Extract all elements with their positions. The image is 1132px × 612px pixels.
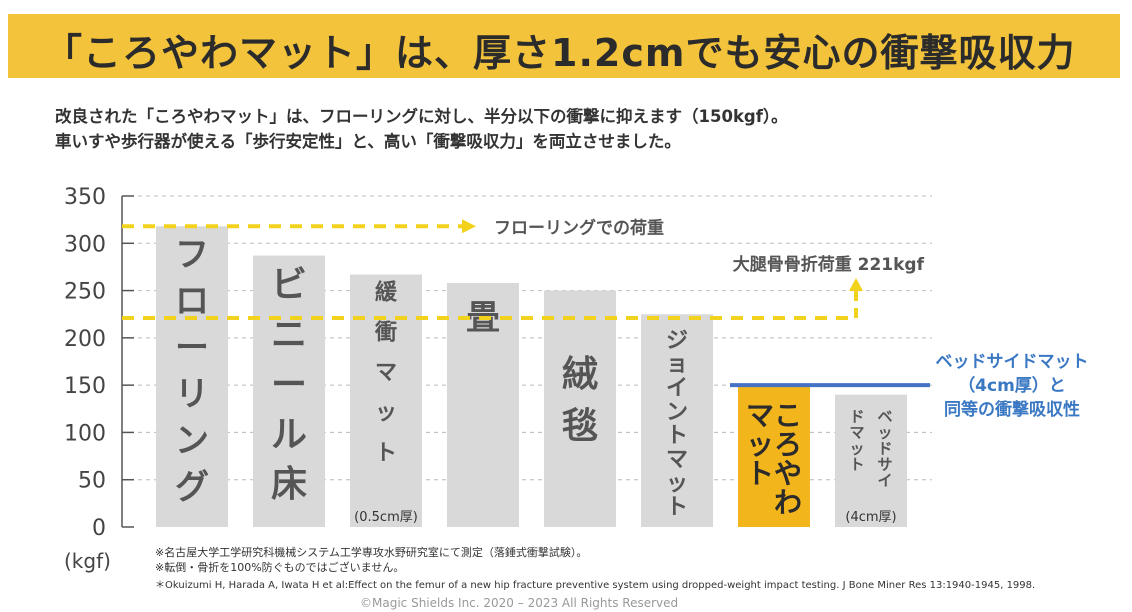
bar (641, 314, 713, 527)
flooring-load-arrow (462, 219, 476, 234)
bar-label-char: 絨 (562, 354, 598, 395)
intro-line-2: 車いすや歩行器が使える「歩行安定性」と、高い「衝撃吸収力」を両立させました。 (55, 132, 681, 151)
bar-label-char: イ (877, 472, 892, 490)
bar (253, 255, 325, 527)
bar-label-char: 床 (271, 464, 307, 505)
bar (447, 283, 519, 527)
bar-label-char: ン (175, 421, 209, 461)
bar-label-char: リ (175, 374, 209, 414)
bar-label-char: ロ (175, 281, 209, 321)
bar-label-char: フ (175, 235, 209, 275)
bar-label-char: ト (666, 424, 688, 449)
copyright: ©Magic Shields Inc. 2020 – 2023 All Righ… (360, 596, 679, 610)
bar-label-char: サ (877, 456, 892, 474)
bar (738, 385, 810, 527)
bar-label-char: ー (271, 364, 307, 405)
flooring-load-label: フローリングでの荷重 (494, 217, 664, 238)
bar-label-char: ッ (849, 440, 864, 458)
fracture-load-label: 大腿骨骨折荷重 221kgf (733, 254, 925, 275)
y-tick-label: 0 (92, 516, 106, 541)
bar-label-char: マ (375, 361, 397, 386)
bar (544, 290, 616, 527)
y-tick-label: 350 (64, 185, 106, 210)
bar-label-char: ビ (271, 265, 307, 306)
bar (835, 394, 907, 527)
bar-label-char: ー (175, 328, 209, 368)
bar-label-char: ッ (746, 428, 774, 461)
bar-label-char: ッ (375, 401, 397, 426)
y-tick-label: 300 (64, 232, 106, 257)
bar-label-char: ろ (774, 428, 802, 461)
y-tick-label: 250 (64, 280, 106, 305)
disclaimer-note: ※転倒・骨折を100%防ぐものではございません。 (155, 561, 405, 574)
bar-sublabel: (4cm厚) (845, 510, 896, 525)
y-tick-label: 200 (64, 327, 106, 352)
annotation-line-1: ベッドサイドマット (936, 352, 1089, 372)
bar-label-char: 緩 (375, 279, 398, 305)
bar-label-char: ッ (666, 471, 688, 496)
annotation-line-3: 同等の衝撃吸収性 (944, 399, 1080, 420)
bar-label-char: グ (175, 467, 209, 507)
bar-label-char: ニ (271, 315, 307, 356)
bar-label-char: ッ (877, 424, 892, 442)
y-tick-label: 50 (78, 469, 106, 494)
bar-label-char: ョ (666, 352, 688, 377)
bar-label-char: ル (271, 414, 307, 455)
bar-label-char: 衝 (374, 321, 397, 346)
bar-label-char: マ (666, 448, 688, 473)
page-title: 「ころやわマット」は、厚さ1.2cmでも安心の衝撃吸収力 (44, 31, 1076, 75)
bar-label-char: ベ (877, 408, 892, 426)
bar-label-char: こ (774, 399, 802, 432)
bar-label-char: や (774, 457, 802, 490)
y-axis-label: (kgf) (64, 549, 111, 573)
bar-label-char: 毯 (562, 406, 598, 447)
y-tick-label: 150 (64, 374, 106, 399)
bar-label-char: イ (666, 376, 688, 401)
bar-label-char: ト (375, 441, 397, 466)
bar-label-char: ジ (666, 328, 688, 353)
bar-label-char: ド (849, 408, 864, 426)
bar-label-char: ン (666, 400, 688, 425)
bar-label-char: ト (746, 457, 774, 490)
annotation-line-2: （4cm厚）と (958, 375, 1066, 396)
y-tick-label: 100 (64, 421, 106, 446)
bar-label-char: ト (849, 456, 864, 474)
citation-note: ＊Okuizumi H, Harada A, Iwata H et al:Eff… (155, 580, 1036, 591)
bar-sublabel: (0.5cm厚) (354, 510, 418, 525)
bar-label-char: ド (877, 440, 892, 458)
bar-label-char: わ (774, 486, 802, 519)
fracture-load-arrow (849, 278, 863, 291)
bar-label-char: ト (666, 495, 688, 520)
measurement-note: ※名古屋大学工学研究科機械システム工学専攻水野研究室にて測定（落錘式衝撃試験）。 (155, 546, 588, 559)
bar-label-char: マ (849, 424, 864, 442)
intro-line-1: 改良された「ころやわマット」は、フローリングに対し、半分以下の衝撃に抑えます（1… (55, 107, 788, 126)
title-banner (8, 14, 1120, 78)
bar-label-char: マ (746, 399, 774, 432)
bar (156, 226, 228, 527)
